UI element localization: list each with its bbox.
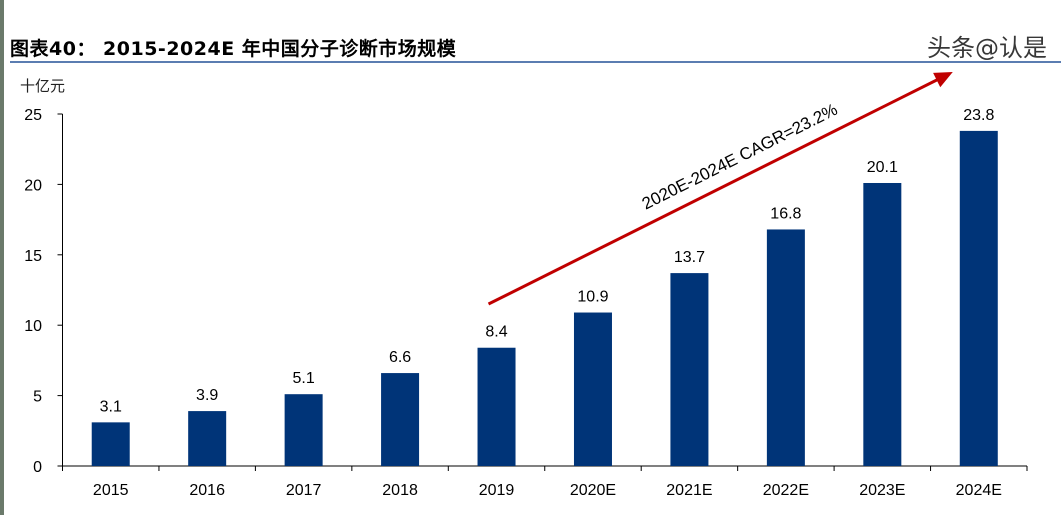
arrow-head: [933, 72, 953, 88]
page-edge: [0, 0, 4, 515]
y-tick-label: 15: [24, 248, 42, 265]
data-label: 3.9: [196, 387, 218, 404]
cagr-annotation: 2020E-2024E CAGR=23.2%: [639, 100, 841, 214]
chart-title: 图表40： 2015-2024E 年中国分子诊断市场规模: [10, 38, 457, 60]
bar: [91, 422, 130, 466]
data-label: 5.1: [293, 370, 315, 387]
data-label: 10.9: [577, 289, 608, 306]
x-tick-label: 2016: [189, 482, 225, 499]
title-divider: [10, 61, 1061, 63]
x-tick-label: 2015: [93, 482, 129, 499]
bar: [766, 229, 805, 466]
arrow-shaft: [487, 76, 941, 306]
y-tick-label: 25: [24, 107, 42, 124]
data-label: 6.6: [389, 349, 411, 366]
data-label: 3.1: [100, 398, 122, 415]
y-tick-label: 10: [24, 318, 42, 335]
x-tick-label: 2023E: [859, 482, 905, 499]
bar: [863, 182, 902, 466]
x-tick-label: 2020E: [570, 482, 616, 499]
x-tick-label: 2022E: [763, 482, 809, 499]
x-tick-label: 2019: [479, 482, 515, 499]
x-tick-label: 2017: [286, 482, 322, 499]
y-tick-label: 5: [33, 389, 42, 406]
x-tick-label: 2018: [382, 482, 418, 499]
watermark: 头条@认是: [927, 34, 1047, 62]
bar: [959, 130, 998, 466]
x-tick-label: 2021E: [666, 482, 712, 499]
bar: [284, 394, 323, 466]
data-label: 20.1: [867, 159, 898, 176]
bar: [477, 347, 516, 466]
bar: [573, 312, 612, 466]
data-label: 8.4: [485, 324, 507, 341]
y-tick-label: 20: [24, 177, 42, 194]
x-tick-label: 2024E: [956, 482, 1002, 499]
y-axis-unit: 十亿元: [20, 77, 66, 95]
data-label: 13.7: [674, 249, 705, 266]
data-label: 23.8: [963, 107, 994, 124]
bar: [670, 273, 709, 466]
bar: [381, 373, 420, 466]
y-tick-label: 0: [33, 459, 42, 476]
bar: [188, 411, 227, 466]
data-label: 16.8: [770, 205, 801, 222]
